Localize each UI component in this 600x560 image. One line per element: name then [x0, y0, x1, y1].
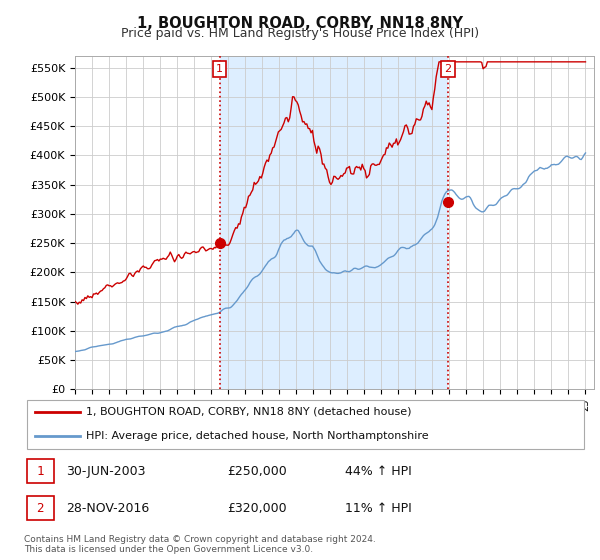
FancyBboxPatch shape: [27, 459, 54, 483]
Text: 1: 1: [216, 64, 223, 74]
Text: Price paid vs. HM Land Registry's House Price Index (HPI): Price paid vs. HM Land Registry's House …: [121, 27, 479, 40]
Text: 2: 2: [444, 64, 451, 74]
Text: Contains HM Land Registry data © Crown copyright and database right 2024.
This d: Contains HM Land Registry data © Crown c…: [24, 535, 376, 554]
Text: £250,000: £250,000: [227, 465, 287, 478]
Text: 30-JUN-2003: 30-JUN-2003: [66, 465, 146, 478]
Text: 11% ↑ HPI: 11% ↑ HPI: [346, 502, 412, 515]
Text: 28-NOV-2016: 28-NOV-2016: [66, 502, 149, 515]
FancyBboxPatch shape: [27, 400, 584, 449]
Text: HPI: Average price, detached house, North Northamptonshire: HPI: Average price, detached house, Nort…: [86, 431, 428, 441]
Text: 2: 2: [37, 502, 44, 515]
Text: 1, BOUGHTON ROAD, CORBY, NN18 8NY: 1, BOUGHTON ROAD, CORBY, NN18 8NY: [137, 16, 463, 31]
Text: 1, BOUGHTON ROAD, CORBY, NN18 8NY (detached house): 1, BOUGHTON ROAD, CORBY, NN18 8NY (detac…: [86, 407, 412, 417]
Text: 44% ↑ HPI: 44% ↑ HPI: [346, 465, 412, 478]
Bar: [220, 56, 448, 389]
Text: £320,000: £320,000: [227, 502, 287, 515]
Text: 1: 1: [37, 465, 44, 478]
FancyBboxPatch shape: [27, 496, 54, 520]
